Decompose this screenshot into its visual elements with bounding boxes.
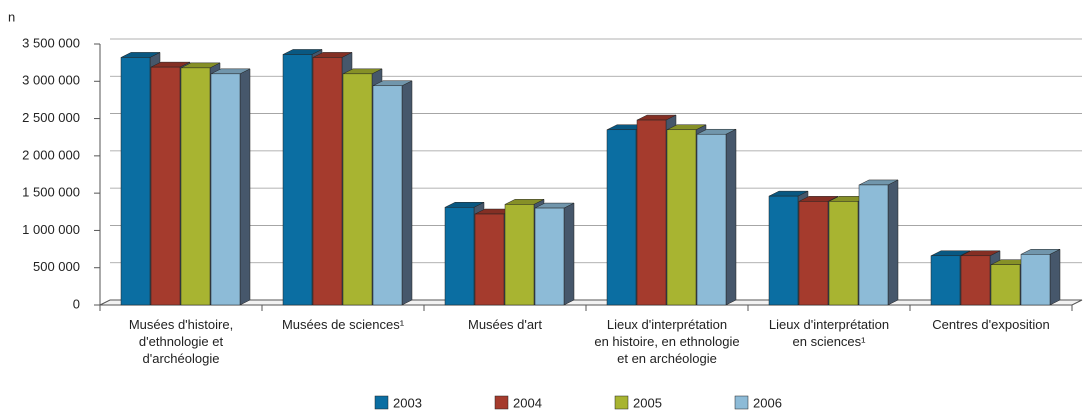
bar [120, 57, 151, 306]
bar [150, 66, 181, 306]
bar [768, 195, 799, 306]
x-tick-label: Musées de sciences¹ [281, 317, 405, 332]
legend-label: 2006 [753, 395, 782, 410]
bar [534, 207, 565, 306]
y-tick-label: 1 500 000 [22, 185, 80, 200]
y-tick-label: 2 000 000 [22, 147, 80, 162]
bar [828, 201, 859, 306]
bar-side [401, 80, 413, 306]
legend-swatch [734, 395, 749, 410]
bar [1020, 254, 1051, 306]
bar [504, 204, 535, 306]
y-tick-label: 0 [73, 296, 80, 311]
legend-swatch [614, 395, 629, 410]
bar-side [887, 179, 899, 306]
legend-label: 2004 [513, 395, 542, 410]
x-tick-label: Musées d'art [467, 317, 542, 332]
bar-side [563, 202, 575, 306]
bar-side [239, 68, 251, 306]
y-tick-label: 1 000 000 [22, 222, 80, 237]
bar [372, 85, 403, 306]
bar [930, 255, 961, 306]
y-axis-label: n [8, 9, 15, 24]
bar [960, 255, 991, 306]
y-tick-label: 2 500 000 [22, 110, 80, 125]
bar [858, 184, 889, 306]
x-tick-label: Centres d'exposition [932, 317, 1050, 332]
x-tick-label: Lieux d'interprétation en histoire, en e… [594, 317, 740, 366]
bar [210, 73, 241, 306]
bar [282, 54, 313, 306]
bar [696, 133, 727, 306]
bar-side [1049, 248, 1061, 306]
bar [180, 67, 211, 306]
legend-swatch [374, 395, 389, 410]
bar [342, 73, 373, 306]
bar [474, 213, 505, 306]
y-tick-label: 3 500 000 [22, 35, 80, 50]
legend-label: 2005 [633, 395, 662, 410]
x-tick-label: Musées d'histoire, d'ethnologie et d'arc… [128, 317, 234, 366]
legend-swatch [494, 395, 509, 410]
y-tick-label: 3 000 000 [22, 73, 80, 88]
legend-label: 2003 [393, 395, 422, 410]
bar-side [725, 128, 737, 306]
bar [636, 119, 667, 306]
bar [606, 129, 637, 306]
bar [312, 57, 343, 306]
y-tick-label: 500 000 [33, 259, 80, 274]
bar [990, 264, 1021, 306]
bar [798, 201, 829, 306]
bar [666, 129, 697, 306]
x-tick-label: Lieux d'interprétation en sciences¹ [768, 317, 890, 349]
bar [444, 207, 475, 306]
